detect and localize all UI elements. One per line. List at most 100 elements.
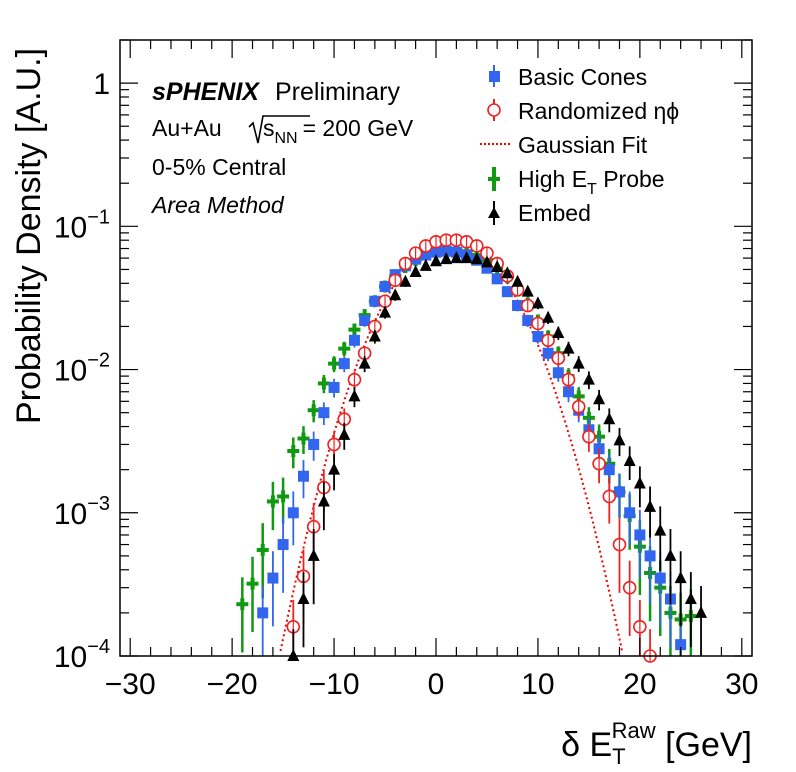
- point-triangle: [542, 310, 555, 323]
- point-square: [359, 315, 371, 327]
- y-tick-label: 10−1: [54, 206, 110, 244]
- status-label: Preliminary: [275, 78, 401, 106]
- point-triangle: [674, 571, 687, 584]
- point-square: [532, 331, 544, 343]
- point-triangle: [664, 548, 677, 561]
- x-tick-label: 30: [725, 668, 758, 701]
- series-circle: [286, 233, 657, 663]
- point-triangle: [470, 252, 483, 265]
- point-square: [512, 300, 524, 312]
- svg-text:sNN= 200 GeV: sNN = 200 GeV: [263, 115, 414, 147]
- point-triangle: [450, 251, 463, 264]
- annotation-block: sPHENIX Preliminary Au+Au sNN = 200 GeV 0-…: [150, 78, 414, 218]
- point-triangle: [613, 433, 626, 446]
- x-tick-label: −30: [105, 668, 156, 701]
- point-square: [644, 550, 656, 562]
- y-tick-label: 1: [93, 68, 110, 101]
- point-triangle: [419, 258, 432, 271]
- point-triangle: [409, 264, 422, 277]
- sqrt-symbol: [248, 115, 310, 144]
- point-square: [257, 607, 269, 619]
- point-square: [297, 470, 309, 482]
- point-square: [379, 281, 391, 293]
- point-triangle: [654, 523, 667, 536]
- point-square: [338, 358, 350, 370]
- point-triangle: [582, 372, 595, 385]
- axes: −30 −20 −10 0 10 20 30 1 10−1 10−2 10−3 10−4: [54, 39, 758, 701]
- svg-text:Gaussian Fit: Gaussian Fit: [518, 132, 648, 158]
- point-square: [654, 572, 666, 584]
- point-square: [348, 334, 360, 346]
- point-triangle: [531, 296, 544, 309]
- point-square: [328, 381, 340, 393]
- point-square: [308, 438, 320, 450]
- sqrt-s-label: s: [263, 115, 275, 141]
- legend: Basic Cones Randomized ηϕ Gaussian Fit H…: [480, 64, 679, 226]
- point-triangle: [379, 305, 392, 318]
- point-square: [624, 507, 636, 519]
- point-triangle: [552, 325, 565, 338]
- point-square: [634, 529, 646, 541]
- point-square: [430, 246, 442, 258]
- point-triangle: [572, 356, 585, 369]
- point-triangle: [491, 260, 504, 273]
- point-square: [491, 273, 503, 285]
- point-triangle: [348, 389, 361, 402]
- svg-text:Randomized ηϕ: Randomized ηϕ: [518, 98, 679, 124]
- point-square: [563, 386, 575, 398]
- point-triangle: [521, 284, 534, 297]
- point-square: [603, 464, 615, 476]
- point-triangle: [399, 274, 412, 287]
- point-triangle: [460, 251, 473, 264]
- point-square: [318, 407, 330, 419]
- point-square: [277, 539, 289, 551]
- point-triangle: [623, 453, 636, 466]
- energy-label: = 200 GeV: [303, 115, 414, 141]
- legend-item-basic-cones: Basic Cones: [489, 64, 647, 90]
- point-square: [287, 507, 299, 519]
- x-tick-label: −20: [207, 668, 258, 701]
- point-triangle: [307, 548, 320, 561]
- point-square: [593, 443, 605, 455]
- point-triangle: [603, 412, 616, 425]
- y-axis-label: Probability Density [A.U.]: [10, 48, 48, 424]
- point-triangle: [562, 341, 575, 354]
- point-triangle: [593, 392, 606, 405]
- point-triangle: [644, 499, 657, 512]
- point-triangle: [338, 427, 351, 440]
- point-square: [440, 245, 452, 257]
- point-triangle: [368, 329, 381, 342]
- y-tick-label: 10−4: [54, 636, 110, 674]
- centrality-label: 0-5% Central: [152, 154, 286, 180]
- point-square: [369, 295, 381, 307]
- point-square: [267, 572, 279, 584]
- point-square: [420, 249, 432, 261]
- x-tick-label: −10: [309, 668, 360, 701]
- method-label: Area Method: [150, 192, 285, 218]
- point-square: [675, 639, 687, 651]
- point-square: [613, 486, 625, 498]
- point-triangle: [633, 476, 646, 489]
- system-label: Au+Au: [152, 115, 222, 141]
- point-triangle: [297, 592, 310, 605]
- point-triangle: [684, 592, 697, 605]
- series-triangle: [287, 251, 708, 661]
- point-square: [522, 315, 534, 327]
- point-triangle: [480, 255, 493, 268]
- experiment-label: sPHENIX: [152, 78, 260, 106]
- legend-item-gaussian-fit: Gaussian Fit: [480, 132, 648, 158]
- point-triangle: [430, 254, 442, 267]
- point-triangle: [511, 274, 524, 287]
- legend-marker-square: [489, 71, 500, 82]
- point-square: [481, 262, 493, 274]
- point-triangle: [358, 356, 371, 369]
- x-tick-label: 20: [623, 668, 656, 701]
- point-triangle: [440, 252, 453, 265]
- x-axis-label: δ ETRaw [GeV]: [561, 718, 752, 769]
- legend-item-embed: Embed: [488, 200, 591, 226]
- point-triangle: [695, 605, 708, 618]
- legend-marker-circle: [487, 103, 501, 117]
- x-tick-label: 10: [521, 668, 554, 701]
- legend-marker-triangle: [488, 207, 500, 218]
